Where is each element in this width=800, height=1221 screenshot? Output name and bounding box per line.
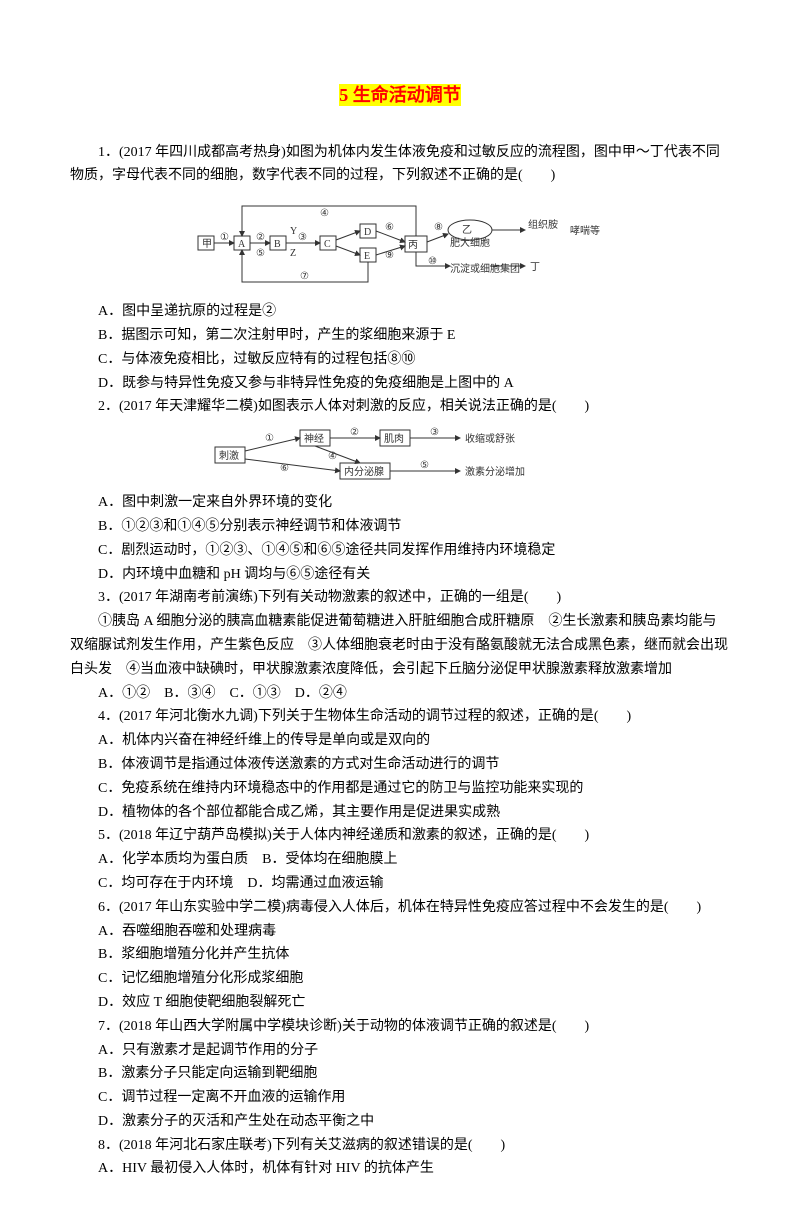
- svg-text:E: E: [364, 251, 370, 262]
- svg-text:哮喘等: 哮喘等: [570, 224, 600, 237]
- q7-opt-a: A．只有激素才是起调节作用的分子: [70, 1039, 730, 1063]
- svg-text:⑥: ⑥: [385, 222, 394, 233]
- svg-text:甲: 甲: [202, 239, 212, 250]
- q1-opt-b: B．据图示可知，第二次注射甲时，产生的浆细胞来源于 E: [70, 324, 730, 348]
- svg-text:⑦: ⑦: [300, 271, 309, 282]
- q6-opt-a: A．吞噬细胞吞噬和处理病毒: [70, 920, 730, 944]
- q4-opt-a: A．机体内兴奋在神经纤维上的传导是单向或是双向的: [70, 729, 730, 753]
- svg-text:激素分泌增加: 激素分泌增加: [465, 465, 525, 478]
- svg-text:③: ③: [430, 427, 439, 438]
- q5-opt-b: C．均可存在于内环境 D．均需通过血液运输: [70, 872, 730, 896]
- q5-stem: 5．(2018 年辽宁葫芦岛模拟)关于人体内神经递质和激素的叙述，正确的是( ): [70, 824, 730, 848]
- svg-text:刺激: 刺激: [219, 449, 239, 462]
- q8-stem: 8．(2018 年河北石家庄联考)下列有关艾滋病的叙述错误的是( ): [70, 1134, 730, 1158]
- svg-text:②: ②: [350, 427, 359, 438]
- svg-text:⑧: ⑧: [434, 222, 443, 233]
- q7-opt-d: D．激素分子的灭活和产生处在动态平衡之中: [70, 1110, 730, 1134]
- q1-opt-c: C．与体液免疫相比，过敏反应特有的过程包括⑧⑩: [70, 348, 730, 372]
- q6-opt-b: B．浆细胞增殖分化并产生抗体: [70, 943, 730, 967]
- q1-diagram: 甲 A B C D E 丙 乙 ① ② ③ ④ ⑤ ⑥ ⑦ ⑧ ⑨ ⑩ 组织胺 …: [190, 194, 610, 294]
- q6-stem: 6．(2017 年山东实验中学二模)病毒侵入人体后，机体在特异性免疫应答过程中不…: [70, 896, 730, 920]
- svg-text:②: ②: [256, 232, 265, 243]
- svg-text:组织胺: 组织胺: [528, 218, 558, 231]
- svg-text:丙: 丙: [408, 240, 418, 251]
- q4-opt-b: B．体液调节是指通过体液传送激素的方式对生命活动进行的调节: [70, 753, 730, 777]
- svg-text:④: ④: [328, 451, 337, 462]
- svg-text:D: D: [364, 227, 371, 238]
- q1-stem: 1．(2017 年四川成都高考热身)如图为机体内发生体液免疫和过敏反应的流程图，…: [70, 141, 730, 189]
- q7-opt-c: C．调节过程一定离不开血液的运输作用: [70, 1086, 730, 1110]
- q4-stem: 4．(2017 年河北衡水九调)下列关于生物体生命活动的调节过程的叙述，正确的是…: [70, 705, 730, 729]
- q8-opt-a: A．HIV 最初侵入人体时，机体有针对 HIV 的抗体产生: [70, 1157, 730, 1181]
- svg-text:Z: Z: [290, 248, 296, 259]
- q4-opt-c: C．免疫系统在维持内环境稳态中的作用都是通过它的防卫与监控功能来实现的: [70, 777, 730, 801]
- q7-opt-b: B．激素分子只能定向运输到靶细胞: [70, 1062, 730, 1086]
- svg-text:丁: 丁: [530, 262, 540, 273]
- svg-text:⑩: ⑩: [428, 256, 437, 267]
- q2-diagram: 刺激 神经 肌肉 收缩或舒张 内分泌腺 激素分泌增加 ① ② ③ ④ ⑤ ⑥: [210, 425, 590, 485]
- q1-opt-a: A．图中呈递抗原的过程是②: [70, 300, 730, 324]
- q2-opt-d: D．内环境中血糖和 pH 调均与⑥⑤途径有关: [70, 563, 730, 587]
- svg-text:内分泌腺: 内分泌腺: [344, 465, 384, 478]
- q3-sub: ①胰岛 A 细胞分泌的胰高血糖素能促进葡萄糖进入肝脏细胞合成肝糖原 ②生长激素和…: [70, 610, 730, 681]
- title-text: 5 生命活动调节: [339, 84, 461, 106]
- svg-text:乙: 乙: [462, 224, 472, 236]
- svg-text:收缩或舒张: 收缩或舒张: [465, 432, 515, 445]
- q7-stem: 7．(2018 年山西大学附属中学模块诊断)关于动物的体液调节正确的叙述是( ): [70, 1015, 730, 1039]
- q2-opt-a: A．图中刺激一定来自外界环境的变化: [70, 491, 730, 515]
- svg-text:①: ①: [265, 433, 274, 444]
- svg-text:C: C: [324, 239, 331, 250]
- q3-stem: 3．(2017 年湖南考前演练)下列有关动物激素的叙述中，正确的一组是( ): [70, 586, 730, 610]
- svg-text:④: ④: [320, 208, 329, 219]
- svg-text:B: B: [274, 239, 281, 250]
- q2-opt-b: B．①②③和①④⑤分别表示神经调节和体液调节: [70, 515, 730, 539]
- svg-text:⑤: ⑤: [420, 460, 429, 471]
- q3-opts: A．①② B．③④ C．①③ D．②④: [70, 682, 730, 706]
- svg-text:肥大细胞: 肥大细胞: [450, 236, 490, 249]
- svg-text:⑤: ⑤: [256, 248, 265, 259]
- svg-text:⑨: ⑨: [385, 250, 394, 261]
- q1-opt-d: D．既参与特异性免疫又参与非特异性免疫的免疫细胞是上图中的 A: [70, 372, 730, 396]
- svg-text:神经: 神经: [304, 432, 324, 445]
- page-title: 5 生命活动调节: [70, 80, 730, 111]
- q5-opt-a: A．化学本质均为蛋白质 B．受体均在细胞膜上: [70, 848, 730, 872]
- q4-opt-d: D．植物体的各个部位都能合成乙烯，其主要作用是促进果实成熟: [70, 801, 730, 825]
- svg-text:⑥: ⑥: [280, 463, 289, 474]
- svg-text:①: ①: [220, 232, 229, 243]
- svg-text:肌肉: 肌肉: [384, 432, 404, 445]
- svg-text:③: ③: [298, 232, 307, 243]
- q6-opt-c: C．记忆细胞增殖分化形成浆细胞: [70, 967, 730, 991]
- q6-opt-d: D．效应 T 细胞使靶细胞裂解死亡: [70, 991, 730, 1015]
- svg-text:A: A: [238, 239, 246, 250]
- q2-stem: 2．(2017 年天津耀华二模)如图表示人体对刺激的反应，相关说法正确的是( ): [70, 395, 730, 419]
- q2-opt-c: C．剧烈运动时，①②③、①④⑤和⑥⑤途径共同发挥作用维持内环境稳定: [70, 539, 730, 563]
- svg-text:沉淀或细胞集团: 沉淀或细胞集团: [450, 262, 520, 275]
- svg-text:Y: Y: [290, 226, 297, 237]
